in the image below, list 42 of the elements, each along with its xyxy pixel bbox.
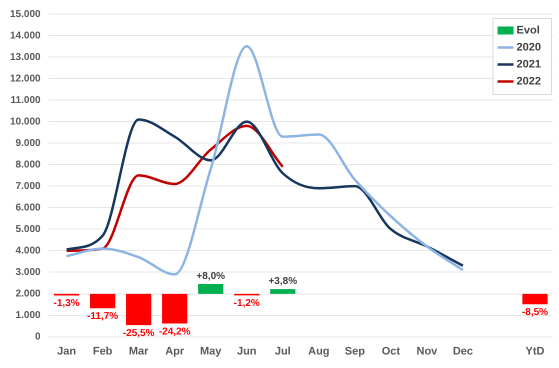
y-tick-label: 12.000 — [10, 73, 42, 84]
legend-label: 2020 — [516, 42, 542, 54]
data-label: -25,5% — [122, 328, 155, 339]
y-tick-label: 13.000 — [10, 52, 42, 63]
data-label: +8,0% — [196, 270, 226, 282]
y-tick-label: 11.000 — [10, 94, 42, 106]
x-tick-label: Apr — [165, 345, 185, 358]
x-tick-label: Sep — [344, 345, 366, 358]
data-label: -1,3% — [54, 298, 80, 310]
y-tick-label: 3.000 — [16, 266, 42, 278]
x-tick-label: Aug — [308, 345, 330, 358]
data-label: -24,2% — [158, 326, 191, 338]
y-tick-label: 6.000 — [16, 202, 42, 214]
x-tick-label: Nov — [416, 345, 438, 358]
x-tick-label: Feb — [92, 345, 113, 358]
y-tick-label: 1.000 — [16, 310, 42, 322]
x-tick-label: May — [200, 345, 222, 358]
y-tick-label: 14.000 — [10, 30, 42, 42]
y-tick-label: 8.000 — [16, 159, 42, 170]
y-tick-label: 2.000 — [16, 288, 42, 300]
legend-label: 2021 — [516, 58, 542, 71]
data-label: -8,5% — [522, 307, 548, 318]
x-tick-label: Dec — [452, 345, 474, 358]
line-series — [65, 118, 464, 268]
data-label: -11,7% — [87, 310, 118, 322]
data-label: +3,8% — [268, 276, 298, 287]
y-tick-label: 15.000 — [10, 8, 42, 20]
x-tick-label: Mar — [128, 345, 150, 358]
y-tick-label: 4.000 — [16, 245, 42, 256]
x-tick-label: Jul — [274, 345, 291, 358]
y-tick-label: 0 — [35, 332, 42, 343]
x-tick-label: YtD — [526, 345, 545, 358]
y-tick-label: 9.000 — [16, 138, 42, 149]
data-label: -1,2% — [234, 298, 260, 310]
x-tick-label: Jan — [57, 345, 76, 358]
x-tick-label: Oct — [382, 345, 400, 358]
legend-label: Evol — [516, 24, 540, 37]
y-tick-label: 5.000 — [16, 224, 42, 235]
legend-label: 2022 — [516, 76, 542, 88]
y-tick-label: 7.000 — [16, 180, 42, 192]
x-tick-label: Jun — [236, 345, 257, 358]
y-tick-label: 10.000 — [10, 116, 42, 128]
